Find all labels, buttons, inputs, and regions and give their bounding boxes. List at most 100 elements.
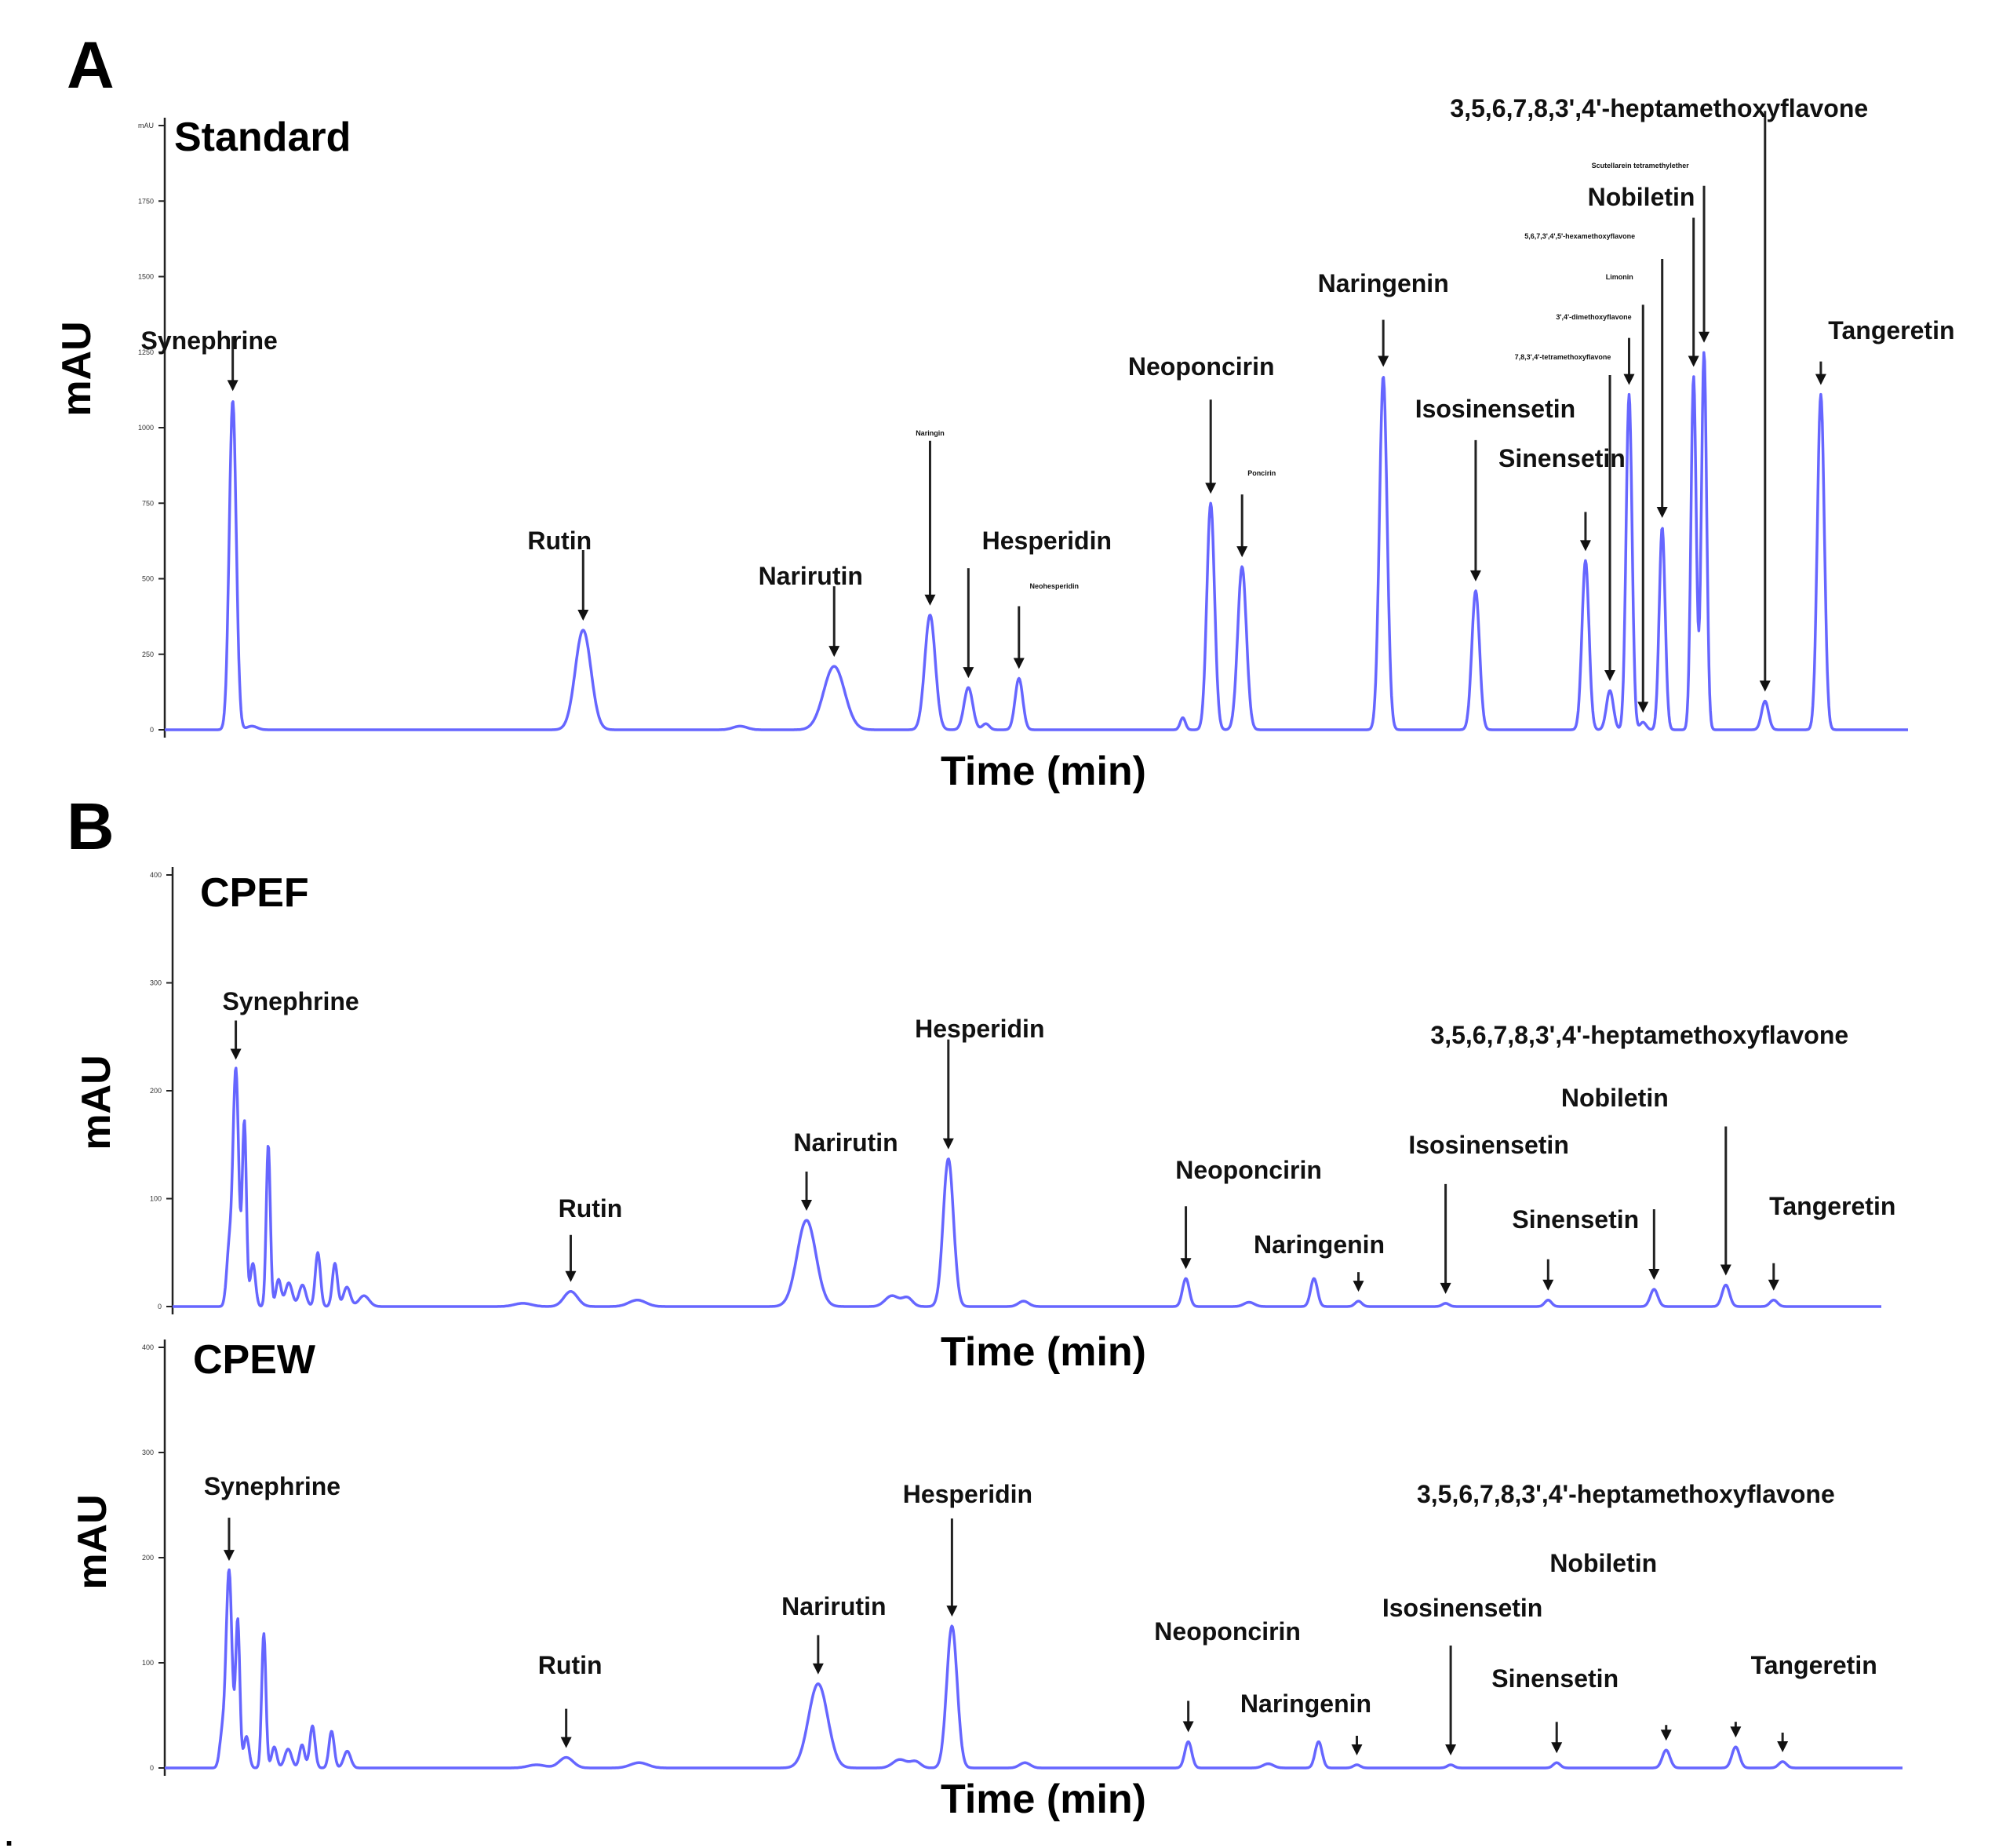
y-tick-label: 200 [150,1087,162,1095]
peak-label: Rutin [538,1651,603,1679]
y-tick-label: 1500 [138,273,154,281]
peak-label: Isosinensetin [1415,395,1576,423]
peak-arrowhead [1656,507,1668,519]
peak-arrowhead [227,380,238,392]
peak-label: Hesperidin [982,527,1112,555]
peak-label: Synephrine [204,1472,340,1500]
chart-panel-cpef: CPEF mAU Time (min) 0 100 200 300 400 Syneph… [74,867,1895,1375]
peak-arrowhead [1660,1730,1672,1741]
peak-arrowhead [1623,374,1635,385]
peak-arrowhead [1699,331,1710,343]
peak-arrowhead [1180,1258,1192,1270]
peak-arrowhead [577,609,589,621]
peak-label: 3',4'-dimethoxyflavone [1556,313,1631,321]
peak-arrowhead [1730,1726,1742,1738]
peak-arrowhead [1759,680,1771,692]
y-tick-label: mAU [138,122,154,129]
peak-label: Neoponcirin [1128,352,1275,381]
panel-title: Standard [174,115,351,160]
trace-group [172,1066,1882,1308]
trace-group [164,351,1909,731]
peak-arrowhead [560,1737,572,1748]
panel-title: CPEF [200,870,309,916]
peak-arrowhead [1542,1279,1554,1291]
y-tick-label: 200 [142,1554,154,1562]
peak-arrowhead [1688,355,1699,367]
peak-arrowhead [942,1138,954,1150]
peak-label: Nobiletin [1588,183,1695,211]
y-tick-label: 500 [142,575,154,583]
peak-label: Neohesperidin [1030,582,1080,590]
peak-arrowhead [1353,1281,1364,1292]
x-axis-label: Time (min) [941,1329,1146,1375]
y-axis-label: mAU [54,321,100,416]
peak-arrowhead [1604,669,1616,681]
peak-label: Naringenin [1240,1689,1371,1718]
y-tick-label: 400 [150,871,162,879]
peak-label: Tangeretin [1828,316,1954,344]
annotation-group: Synephrine Rutin Narirutin Naringin Hesperid… [141,94,1955,713]
chart-panel-standard: Standard mAU Time (min) 0 250 500 750 1000 12… [54,94,1955,794]
peak-arrowhead [1815,374,1826,385]
peak-arrowhead [812,1663,824,1675]
peak-label: Scutellarein tetramethylether [1592,162,1690,169]
peak-arrowhead [1637,702,1649,713]
peak-label: Nobiletin [1549,1549,1657,1577]
peak-arrowhead [1445,1744,1457,1755]
peak-label: Rutin [527,527,592,555]
peak-arrowhead [1013,658,1025,669]
peak-arrowhead [801,1200,813,1211]
peak-label: Narirutin [759,562,863,590]
peak-arrowhead [1648,1269,1660,1280]
y-tick-label: 1750 [138,197,154,205]
peak-arrowhead [1205,483,1217,494]
peak-label: Isosinensetin [1382,1594,1543,1622]
y-tick-label: 100 [150,1195,162,1203]
peak-arrowhead [1182,1721,1194,1733]
peak-arrowhead [1768,1279,1779,1291]
peak-label: Narirutin [781,1592,886,1620]
y-tick-label: 250 [142,651,154,658]
peak-arrowhead [1440,1282,1451,1294]
annotation-group: Synephrine Rutin Narirutin Hesperidin Neopon… [204,1472,1877,1755]
chromatogram-trace [164,1568,1903,1770]
y-tick-label: 100 [142,1659,154,1667]
y-tick-label: 1000 [138,424,154,432]
peak-label: Sinensetin [1512,1205,1639,1234]
footnote-mark: . [5,1818,13,1848]
peak-arrowhead [1551,1742,1563,1754]
peak-arrowhead [1351,1744,1363,1755]
panel-title: CPEW [193,1337,316,1383]
y-tick-label: 0 [150,726,154,734]
peak-label: Neoponcirin [1175,1156,1322,1184]
chromatogram-trace [172,1066,1882,1308]
peak-label: Tangeretin [1751,1651,1877,1679]
peak-arrowhead [1469,570,1481,581]
chart-panel-cpew: CPEW mAU Time (min) 0 100 200 300 400 Syneph… [70,1337,1903,1822]
peak-label: 3,5,6,7,8,3',4'-heptamethoxyflavone [1417,1480,1835,1508]
peak-arrowhead [1777,1740,1789,1752]
peak-arrowhead [1236,546,1248,558]
chromatogram-trace [164,351,1909,731]
axes: 0 250 500 750 1000 1250 1500 1750 mAU [138,118,166,738]
peak-label: Hesperidin [915,1015,1044,1043]
peak-arrowhead [1579,540,1591,552]
peak-label: 7,8,3',4'-tetramethoxyflavone [1515,353,1611,361]
panel-letter-b: B [67,789,115,863]
y-tick-label: 0 [158,1303,162,1310]
peak-label: Synephrine [141,326,278,355]
peak-label: Poncirin [1247,469,1276,477]
y-axis-label: mAU [74,1055,119,1150]
annotation-group: Synephrine Rutin Narirutin Hesperidin Neopon… [222,987,1895,1294]
peak-label: Synephrine [222,987,359,1015]
peak-arrowhead [230,1048,242,1060]
peak-label: Tangeretin [1769,1192,1895,1220]
peak-label: Hesperidin [903,1480,1032,1508]
peak-arrowhead [565,1270,577,1282]
peak-label: Isosinensetin [1408,1131,1569,1159]
panel-letter-a: A [67,28,115,102]
peak-arrowhead [828,646,840,658]
y-tick-label: 400 [142,1343,154,1351]
y-tick-label: 0 [150,1764,154,1772]
peak-label: Nobiletin [1561,1084,1669,1112]
